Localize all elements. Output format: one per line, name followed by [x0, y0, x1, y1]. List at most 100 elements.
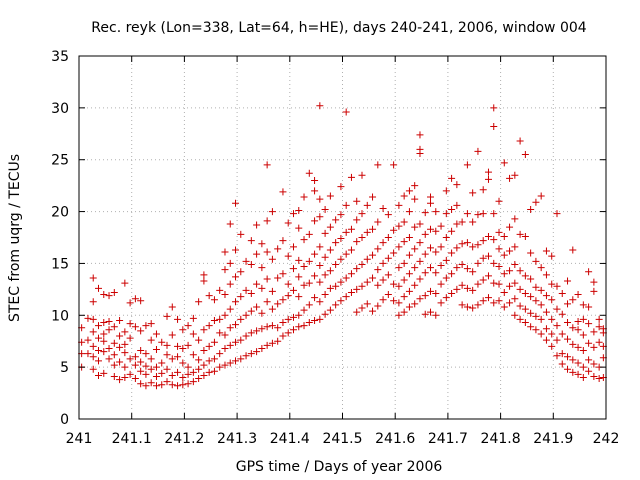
- y-tick-label: 15: [51, 256, 69, 272]
- data-point: [163, 378, 171, 386]
- data-point: [548, 330, 556, 338]
- data-point: [110, 288, 118, 296]
- data-point: [569, 296, 577, 304]
- data-point: [221, 248, 229, 256]
- data-point: [353, 238, 361, 246]
- data-point: [121, 279, 129, 287]
- data-point: [479, 297, 487, 305]
- data-point: [268, 322, 276, 330]
- data-point: [100, 348, 108, 356]
- data-point: [274, 274, 282, 282]
- data-point: [527, 275, 535, 283]
- data-point: [358, 234, 366, 241]
- axis-ticks: 241 241.1 241.2 241.3 241.4 241.5 241.6 241.7 24…: [51, 49, 619, 447]
- y-tick-label: 35: [51, 49, 69, 65]
- data-point: [395, 311, 403, 319]
- data-point: [374, 302, 382, 310]
- data-point: [542, 271, 550, 279]
- data-point: [300, 236, 308, 244]
- data-point: [89, 315, 97, 323]
- data-point: [379, 204, 387, 212]
- data-point: [268, 339, 276, 347]
- data-point: [416, 131, 424, 139]
- data-point: [195, 298, 203, 306]
- data-point: [484, 168, 492, 176]
- data-point: [232, 199, 240, 207]
- data-point: [332, 239, 340, 247]
- data-point: [558, 310, 566, 318]
- data-point: [574, 343, 582, 351]
- data-point: [195, 365, 203, 373]
- data-point: [94, 371, 102, 379]
- data-point: [342, 274, 350, 282]
- data-point: [326, 267, 334, 275]
- data-point: [553, 336, 561, 344]
- data-point: [311, 217, 319, 225]
- data-point: [174, 353, 182, 361]
- data-point: [384, 234, 392, 241]
- data-point: [205, 342, 213, 350]
- data-point: [553, 282, 561, 290]
- data-point: [537, 192, 545, 200]
- data-point: [200, 271, 208, 279]
- data-point: [421, 269, 429, 277]
- data-point: [395, 201, 403, 209]
- data-point: [548, 315, 556, 323]
- y-tick-label: 25: [51, 153, 69, 169]
- data-point: [484, 294, 492, 302]
- data-point: [100, 291, 108, 299]
- data-point: [553, 305, 561, 313]
- data-point: [137, 358, 145, 366]
- data-point: [221, 291, 229, 299]
- data-point: [268, 287, 276, 295]
- data-point: [353, 197, 361, 205]
- data-point: [131, 323, 139, 331]
- data-point: [326, 246, 334, 254]
- data-point: [400, 238, 408, 246]
- y-axis-title: STEC from uqrg / TECUs: [7, 154, 23, 322]
- data-point: [253, 303, 261, 311]
- data-point: [437, 243, 445, 251]
- data-point: [448, 270, 456, 278]
- data-point: [147, 379, 155, 387]
- data-point: [311, 272, 319, 280]
- data-point: [226, 359, 234, 367]
- data-point: [295, 293, 303, 301]
- data-point: [363, 278, 371, 286]
- data-point: [595, 375, 603, 383]
- data-point: [200, 326, 208, 334]
- data-point: [448, 249, 456, 257]
- data-point: [469, 218, 477, 226]
- data-point: [321, 310, 329, 318]
- data-point: [585, 303, 593, 311]
- data-point: [363, 228, 371, 236]
- data-point: [369, 193, 377, 201]
- data-point: [121, 363, 129, 371]
- data-point: [247, 260, 255, 268]
- data-point: [226, 220, 234, 228]
- data-point: [163, 312, 171, 320]
- data-point: [590, 360, 598, 368]
- data-point: [226, 341, 234, 349]
- data-point: [569, 356, 577, 364]
- data-point: [337, 255, 345, 263]
- data-point: [527, 323, 535, 331]
- data-point: [342, 250, 350, 258]
- chart-title: Rec. reyk (Lon=338, Lat=64, h=HE), days …: [91, 20, 586, 36]
- data-point: [168, 381, 176, 389]
- data-point: [421, 250, 429, 258]
- data-point: [110, 351, 118, 359]
- data-point: [590, 372, 598, 380]
- data-point: [458, 301, 466, 309]
- data-point: [416, 239, 424, 247]
- data-point: [506, 299, 514, 307]
- data-point: [195, 356, 203, 364]
- data-point: [463, 161, 471, 169]
- data-point: [253, 280, 261, 288]
- data-point: [321, 229, 329, 237]
- data-point: [284, 292, 292, 300]
- data-point: [305, 230, 313, 238]
- data-point: [147, 336, 155, 344]
- data-point: [263, 161, 271, 169]
- data-point: [490, 299, 498, 307]
